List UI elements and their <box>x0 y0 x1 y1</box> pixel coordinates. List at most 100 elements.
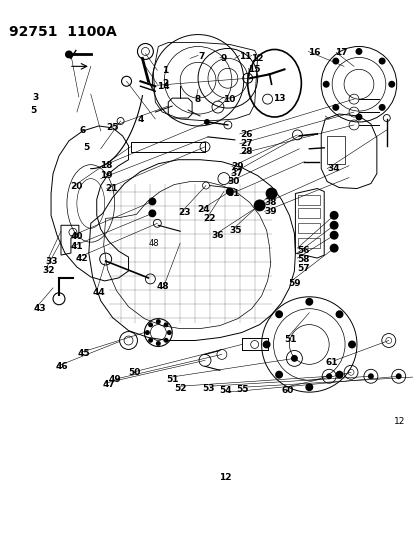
Circle shape <box>367 373 373 379</box>
Circle shape <box>275 371 282 378</box>
Text: 19: 19 <box>100 171 112 180</box>
Circle shape <box>145 330 150 335</box>
Circle shape <box>387 81 394 88</box>
Bar <box>326 136 344 164</box>
Text: 5: 5 <box>30 106 36 115</box>
Circle shape <box>329 231 338 240</box>
Bar <box>298 208 320 219</box>
Text: 30: 30 <box>227 177 240 187</box>
Text: 46: 46 <box>55 361 68 370</box>
Circle shape <box>325 373 331 379</box>
Circle shape <box>329 221 338 230</box>
Text: 13: 13 <box>272 94 285 103</box>
Text: 34: 34 <box>326 164 339 173</box>
Circle shape <box>163 322 168 327</box>
Text: 11: 11 <box>238 52 251 61</box>
Circle shape <box>305 383 313 391</box>
Text: 33: 33 <box>46 257 58 266</box>
Bar <box>298 238 320 248</box>
Circle shape <box>332 58 338 64</box>
Text: 9: 9 <box>220 54 226 63</box>
Circle shape <box>163 338 168 343</box>
Text: 51: 51 <box>284 335 296 344</box>
Circle shape <box>148 197 156 205</box>
Text: 18: 18 <box>100 161 112 171</box>
Text: 3: 3 <box>32 93 38 102</box>
Text: 52: 52 <box>174 384 186 393</box>
Text: 28: 28 <box>240 147 253 156</box>
Text: 40: 40 <box>70 232 83 241</box>
Text: 25: 25 <box>107 123 119 132</box>
Circle shape <box>395 373 401 379</box>
Text: 51: 51 <box>166 375 179 384</box>
Text: 36: 36 <box>211 231 223 240</box>
Text: 17: 17 <box>335 47 347 56</box>
Text: 2: 2 <box>161 79 168 88</box>
Text: 8: 8 <box>194 95 200 104</box>
Circle shape <box>262 341 270 349</box>
Text: 1: 1 <box>161 66 168 75</box>
Circle shape <box>335 371 343 378</box>
Text: 31: 31 <box>227 189 240 198</box>
Text: 29: 29 <box>230 163 243 172</box>
Text: 20: 20 <box>70 182 83 190</box>
Circle shape <box>275 310 282 318</box>
Text: 21: 21 <box>105 184 117 192</box>
Circle shape <box>329 211 338 220</box>
Circle shape <box>204 119 209 125</box>
Text: 7: 7 <box>198 52 205 61</box>
Text: 55: 55 <box>236 385 249 394</box>
Text: 39: 39 <box>264 207 277 216</box>
Text: 10: 10 <box>223 95 235 104</box>
Text: 53: 53 <box>202 384 214 393</box>
Circle shape <box>253 199 265 212</box>
Text: 5: 5 <box>83 143 90 152</box>
Text: 27: 27 <box>240 139 253 148</box>
Circle shape <box>155 341 160 346</box>
Circle shape <box>355 48 361 55</box>
Text: 16: 16 <box>307 47 320 56</box>
Circle shape <box>378 58 385 64</box>
Text: 58: 58 <box>297 255 309 264</box>
Text: 59: 59 <box>288 279 300 288</box>
Circle shape <box>148 209 156 217</box>
Text: 24: 24 <box>197 205 210 214</box>
Circle shape <box>355 114 361 120</box>
Text: 12: 12 <box>393 417 404 426</box>
Text: 41: 41 <box>70 243 83 252</box>
Text: 15: 15 <box>247 65 260 74</box>
Circle shape <box>347 341 355 349</box>
Circle shape <box>335 310 343 318</box>
Text: 92751  1100A: 92751 1100A <box>9 25 117 38</box>
Text: 26: 26 <box>240 130 253 139</box>
Text: 60: 60 <box>280 386 293 395</box>
Circle shape <box>155 319 160 324</box>
Circle shape <box>329 244 338 253</box>
Circle shape <box>166 330 171 335</box>
Bar <box>298 223 320 233</box>
Text: 61: 61 <box>325 358 337 367</box>
Text: 6: 6 <box>79 126 85 135</box>
Text: 35: 35 <box>229 226 242 235</box>
Text: 48: 48 <box>157 282 169 291</box>
Text: 50: 50 <box>128 368 140 377</box>
Text: 42: 42 <box>75 254 88 263</box>
Text: 22: 22 <box>202 214 215 223</box>
Text: 12: 12 <box>251 54 263 63</box>
Bar <box>298 196 320 205</box>
Text: 47: 47 <box>102 379 115 389</box>
Circle shape <box>290 355 297 362</box>
Text: 12: 12 <box>219 473 231 482</box>
Text: 14: 14 <box>157 82 169 91</box>
Circle shape <box>332 104 338 111</box>
Text: 43: 43 <box>33 304 46 313</box>
Text: 23: 23 <box>178 208 190 217</box>
Text: 49: 49 <box>108 375 121 384</box>
Text: 48: 48 <box>148 239 159 248</box>
Text: 38: 38 <box>264 198 276 207</box>
Circle shape <box>148 322 153 327</box>
Circle shape <box>225 188 233 196</box>
Circle shape <box>65 51 73 59</box>
Text: 32: 32 <box>43 266 55 274</box>
Circle shape <box>378 104 385 111</box>
